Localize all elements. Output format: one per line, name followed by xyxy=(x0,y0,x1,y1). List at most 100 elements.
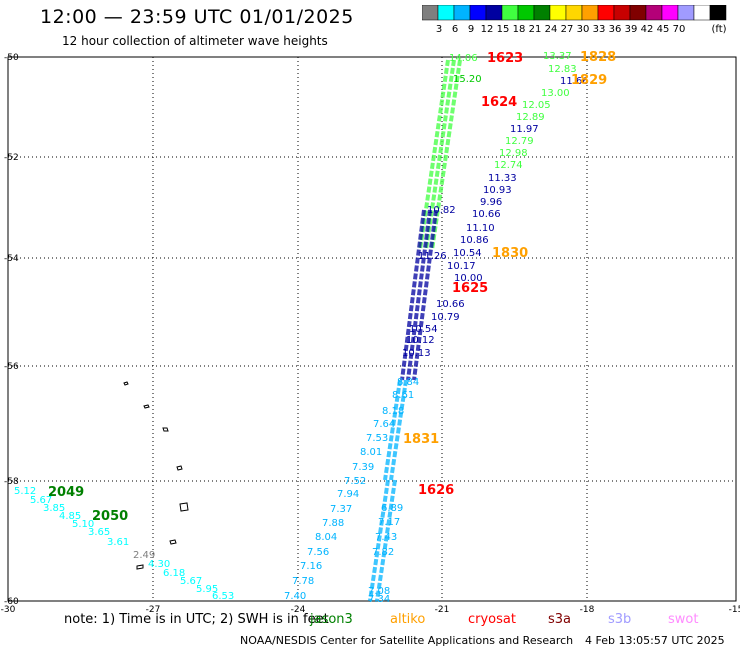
lon-tick-label: -30 xyxy=(1,605,16,615)
lon-tick-label: -24 xyxy=(291,605,306,615)
track-line xyxy=(400,209,426,381)
lon-tick-label: -18 xyxy=(580,605,595,615)
wave-height-label: 4.85 xyxy=(59,511,81,522)
track-line xyxy=(375,479,397,602)
scale-label: 42 xyxy=(641,24,654,35)
island-shape xyxy=(169,539,177,545)
wave-height-label: 8.01 xyxy=(360,447,382,458)
lat-tick-label: -54 xyxy=(4,254,19,264)
wave-height-label: 12.89 xyxy=(516,112,545,123)
wave-height-label: 10.13 xyxy=(402,348,431,359)
wave-height-label: 7.39 xyxy=(352,462,374,473)
wave-height-label: 12.83 xyxy=(548,64,577,75)
wave-height-label: 5.95 xyxy=(196,584,218,595)
pass-label: 1829 xyxy=(571,73,607,88)
pass-label: 1623 xyxy=(487,51,523,66)
wave-height-label: 5.67 xyxy=(180,576,202,587)
scale-label: 3 xyxy=(436,24,442,35)
wave-height-label: 3.65 xyxy=(88,527,110,538)
wave-height-label: 7.78 xyxy=(292,576,314,587)
scale-label: 39 xyxy=(625,24,638,35)
wave-height-label: 14.06 xyxy=(449,53,478,64)
track-line xyxy=(412,209,438,381)
scale-swatch xyxy=(709,5,727,21)
wave-height-label: 6.53 xyxy=(212,591,234,602)
scale-label: 24 xyxy=(545,24,558,35)
source-jason3: jason3 xyxy=(310,612,353,627)
wave-height-label: 8.61 xyxy=(392,390,414,401)
wave-height-label: 10.86 xyxy=(460,235,489,246)
wave-height-label: 6.18 xyxy=(163,568,185,579)
wave-height-label: 7.37 xyxy=(330,504,352,515)
wave-height-label: 8.18 xyxy=(382,406,404,417)
pass-label: 2049 xyxy=(48,485,84,500)
wave-height-label: 10.66 xyxy=(472,209,501,220)
wave-height-label: 10.93 xyxy=(483,185,512,196)
pass-labels: 1623 1624 1625 1626 1828 1829 1830 1831 2049 2050 xyxy=(48,50,616,524)
wave-height-label: 7.82 xyxy=(372,547,394,558)
wave-height-label: 12.79 xyxy=(505,136,534,147)
wave-height-label: 7.94 xyxy=(337,489,359,500)
wave-height-label: 11.97 xyxy=(510,124,539,135)
wave-height-label: 5.12 xyxy=(14,486,36,497)
island-shape xyxy=(162,427,169,432)
scale-label: 15 xyxy=(497,24,510,35)
wave-height-label: 3.85 xyxy=(43,503,65,514)
scale-label: 70 xyxy=(673,24,686,35)
wave-height-label: 12.98 xyxy=(499,148,528,159)
scale-label: 30 xyxy=(577,24,590,35)
wave-height-label: 7.64 xyxy=(373,419,395,430)
scale-units: (ft) xyxy=(711,24,726,35)
wave-height-label: 4.30 xyxy=(148,559,170,570)
footer-credit: NOAA/NESDIS Center for Satellite Applica… xyxy=(240,634,574,647)
wave-height-label: 15.20 xyxy=(453,74,482,85)
pass-label: 1625 xyxy=(452,281,488,296)
note-text: note: 1) Time is in UTC; 2) SWH is in fe… xyxy=(64,612,329,627)
lon-tick-label: -21 xyxy=(435,605,450,615)
source-cryosat: cryosat xyxy=(468,612,516,627)
lat-tick-label: -60 xyxy=(4,597,19,607)
wave-height-label: 11.26 xyxy=(418,251,447,262)
wave-height-label: 10.12 xyxy=(406,335,435,346)
track-line xyxy=(383,379,402,481)
pass-label: 1626 xyxy=(418,483,454,498)
island-shape xyxy=(176,465,183,471)
wave-height-label: 10.17 xyxy=(447,261,476,272)
pass-label: 1624 xyxy=(481,95,517,110)
footer-timestamp: 4 Feb 13:05:57 UTC 2025 xyxy=(585,634,725,647)
wave-height-label: 7.53 xyxy=(366,433,388,444)
wave-height-label: 11.33 xyxy=(488,173,517,184)
color-scale-legend: 3 6 9 12 15 18 21 24 27 30 33 36 39 42 45 70 (ft) xyxy=(422,5,727,35)
scale-label: 45 xyxy=(657,24,670,35)
grid-lines xyxy=(8,57,736,601)
scale-label: 6 xyxy=(452,24,458,35)
wave-height-label: 8.04 xyxy=(315,532,337,543)
source-s3a: s3a xyxy=(548,612,572,627)
wave-height-label: 10.54 xyxy=(453,248,482,259)
wave-height-label: 7.16 xyxy=(300,561,322,572)
wave-height-label: 7.88 xyxy=(322,518,344,529)
island-shape xyxy=(143,404,150,409)
scale-label: 33 xyxy=(593,24,606,35)
track-line xyxy=(368,479,390,602)
wave-height-label: 7.43 xyxy=(375,532,397,543)
wave-height-label: 12.05 xyxy=(522,100,551,111)
lat-tick-label: -50 xyxy=(4,53,19,63)
wave-height-label: 11.10 xyxy=(466,223,495,234)
wave-height-label: 10.66 xyxy=(436,299,465,310)
wave-height-label: 7.17 xyxy=(378,517,400,528)
source-altiko: altiko xyxy=(390,612,426,627)
wave-height-label: 11.66 xyxy=(560,76,589,87)
wave-height-label: 13.00 xyxy=(541,88,570,99)
axis-tick-labels: -50 -52 -54 -56 -58 -60-30 -27 -24 -21 -18 -15 xyxy=(1,53,740,615)
island-shape xyxy=(136,564,144,570)
wave-height-label: 7.52 xyxy=(344,476,366,487)
lon-tick-label: -27 xyxy=(146,605,161,615)
wave-height-label: 10.79 xyxy=(431,312,460,323)
wave-height-label: 8.84 xyxy=(397,377,419,388)
wave-height-label: 7.40 xyxy=(284,591,306,602)
wave-height-label: 3.61 xyxy=(107,537,129,548)
wave-height-label: 13.37 xyxy=(543,51,572,62)
lat-tick-label: -58 xyxy=(4,477,19,487)
